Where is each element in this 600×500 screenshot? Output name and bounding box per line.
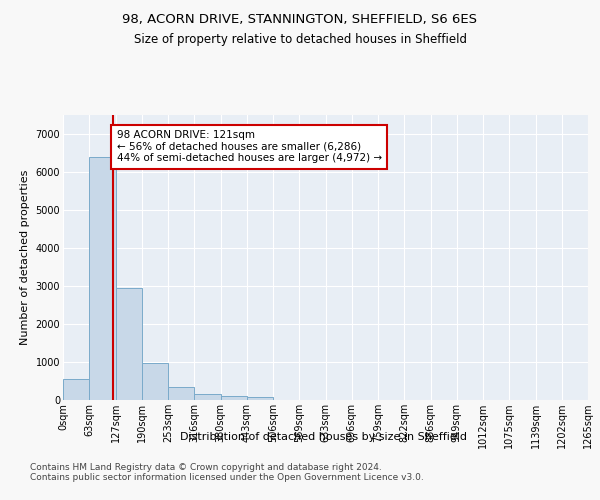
Bar	[63, 379, 89, 400]
Bar	[89, 157, 116, 400]
Bar	[247, 397, 273, 400]
Bar	[142, 363, 168, 400]
Bar	[221, 396, 247, 400]
Bar	[168, 387, 194, 400]
Text: 98 ACORN DRIVE: 121sqm
← 56% of detached houses are smaller (6,286)
44% of semi-: 98 ACORN DRIVE: 121sqm ← 56% of detached…	[116, 130, 382, 164]
Y-axis label: Number of detached properties: Number of detached properties	[20, 170, 30, 345]
Text: Contains HM Land Registry data © Crown copyright and database right 2024.
Contai: Contains HM Land Registry data © Crown c…	[30, 462, 424, 482]
Text: Distribution of detached houses by size in Sheffield: Distribution of detached houses by size …	[181, 432, 467, 442]
Bar	[194, 394, 221, 400]
Text: Size of property relative to detached houses in Sheffield: Size of property relative to detached ho…	[133, 32, 467, 46]
Bar	[116, 288, 142, 400]
Text: 98, ACORN DRIVE, STANNINGTON, SHEFFIELD, S6 6ES: 98, ACORN DRIVE, STANNINGTON, SHEFFIELD,…	[122, 12, 478, 26]
